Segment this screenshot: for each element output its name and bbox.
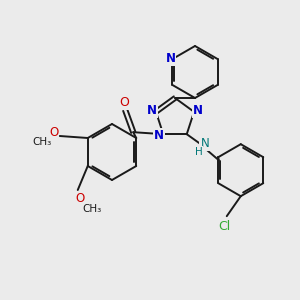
Text: CH₃: CH₃	[82, 204, 101, 214]
Text: O: O	[75, 191, 84, 205]
Text: N: N	[193, 104, 203, 117]
Text: CH₃: CH₃	[32, 137, 51, 147]
Text: H: H	[195, 147, 202, 157]
Text: N: N	[147, 104, 157, 117]
Text: N: N	[166, 52, 176, 65]
Text: N: N	[154, 129, 164, 142]
Text: Cl: Cl	[219, 220, 231, 233]
Text: N: N	[200, 137, 209, 150]
Text: O: O	[119, 96, 129, 109]
Text: O: O	[49, 127, 58, 140]
